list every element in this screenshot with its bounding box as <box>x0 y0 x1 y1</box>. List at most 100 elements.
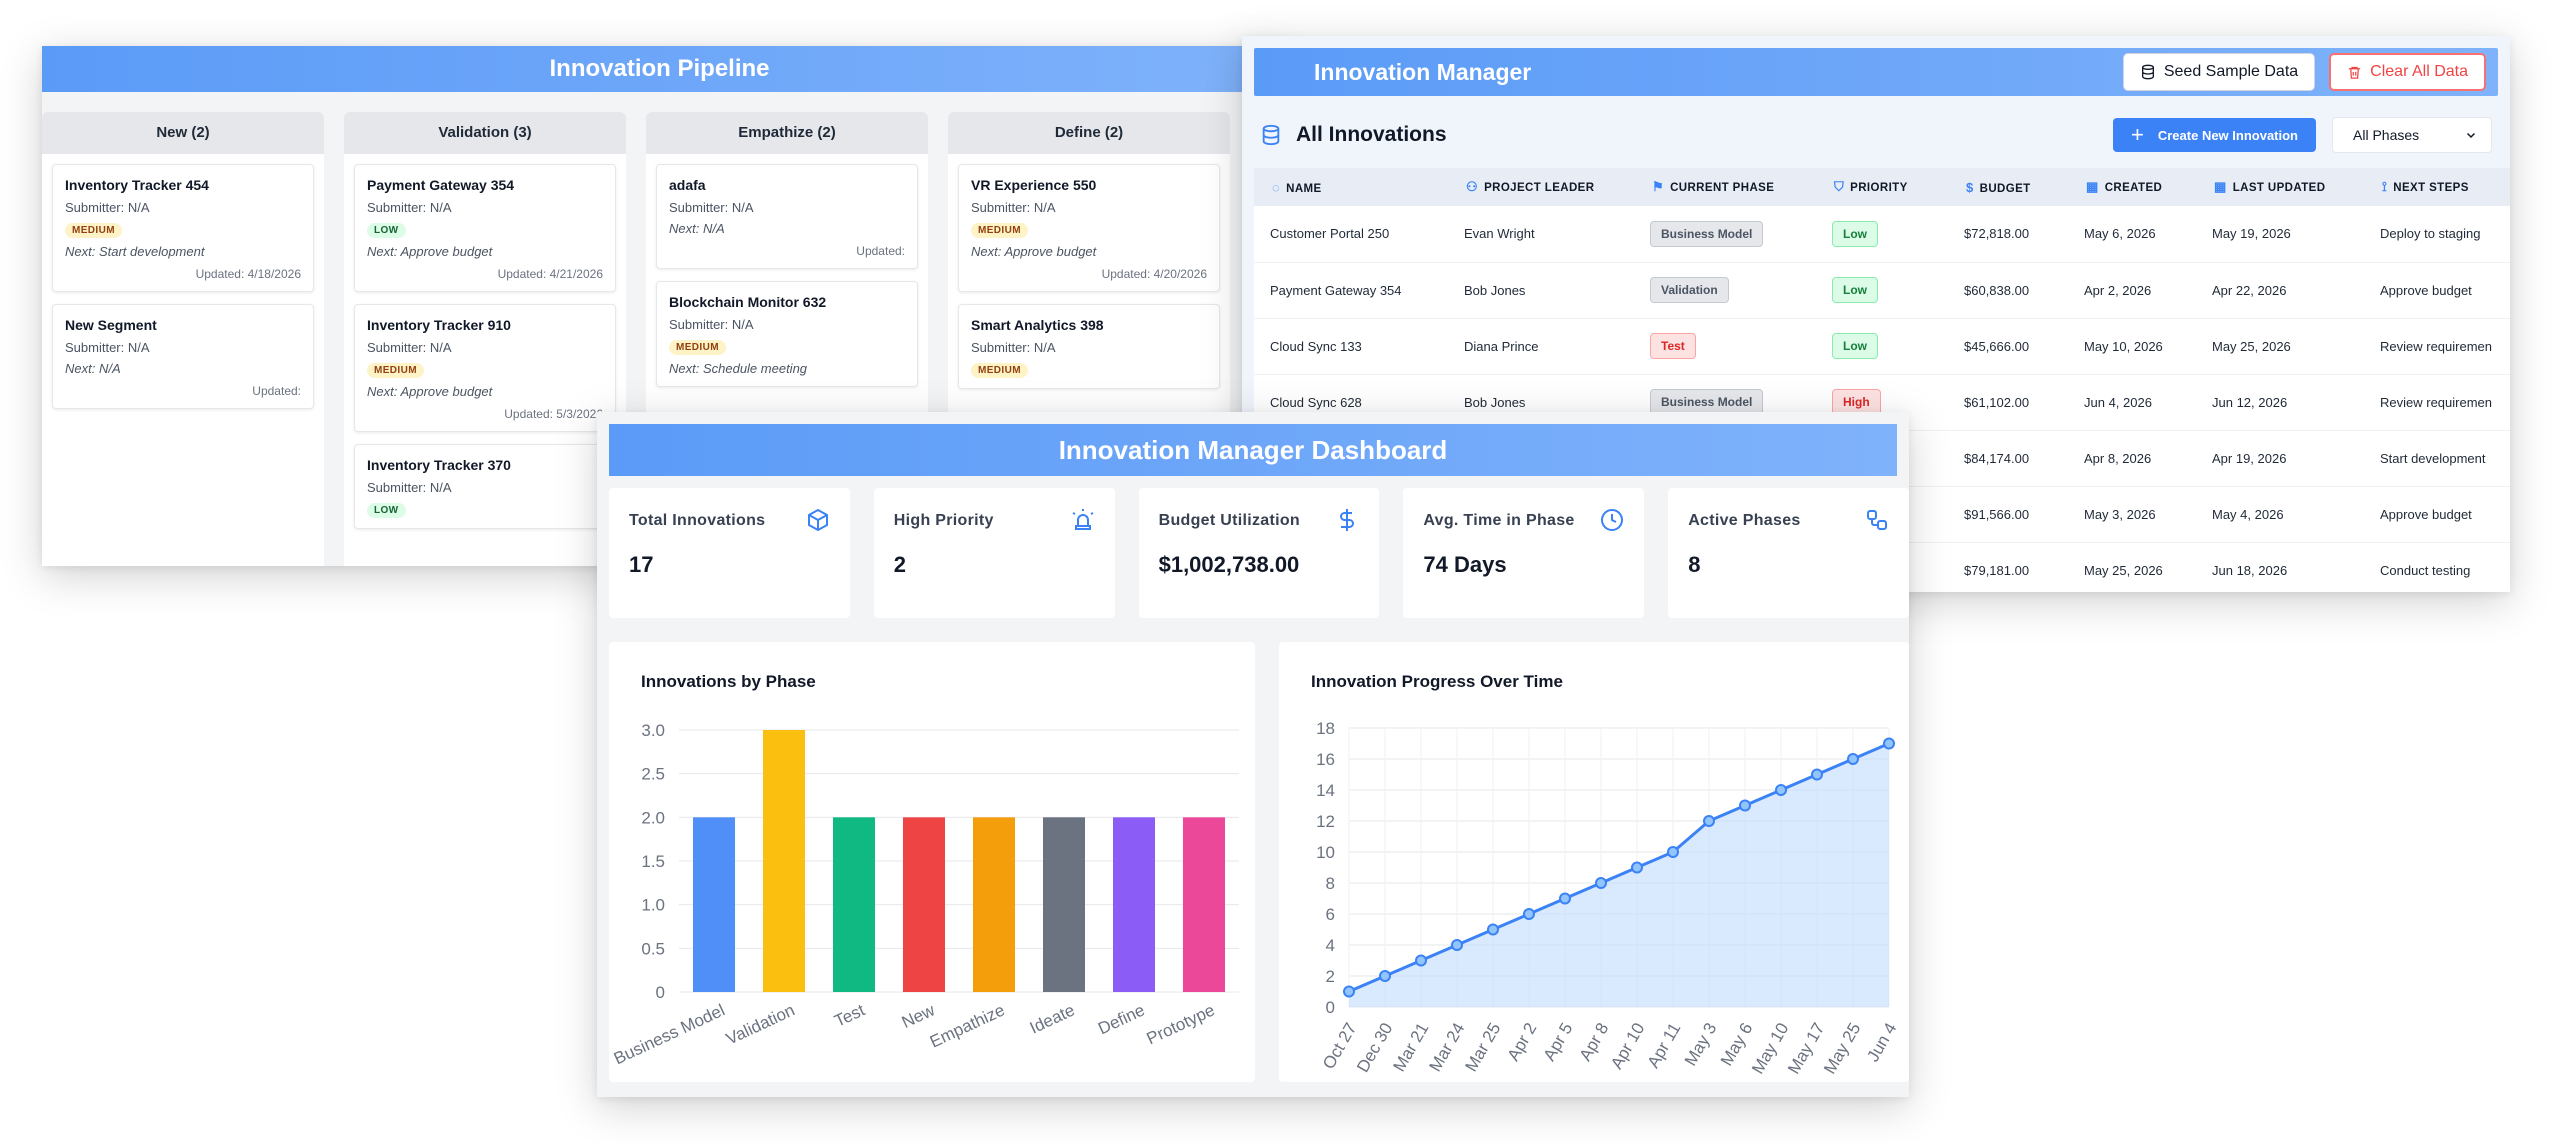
cell-next-steps: Start development <box>2364 430 2510 487</box>
cell-leader: Diana Prince <box>1448 318 1634 375</box>
clear-all-data-button[interactable]: Clear All Data <box>2329 53 2486 91</box>
cell-budget: $45,666.00 <box>1948 318 2068 375</box>
cell-created: May 6, 2026 <box>2068 206 2196 263</box>
stat-card-avg-time: Avg. Time in Phase 74 Days <box>1403 488 1645 618</box>
card-next-step: Next: N/A <box>65 361 121 376</box>
cell-next-steps: Deploy to staging <box>2364 206 2510 263</box>
bar-business-model <box>693 817 735 992</box>
y-tick-label: 2.5 <box>641 765 665 784</box>
bar-new <box>903 817 945 992</box>
col-header[interactable]: CURRENT PHASE <box>1670 182 1775 194</box>
cell-next-steps: Review requiremen <box>2364 374 2510 431</box>
progress-line-chart-card: Innovation Progress Over Time 0 2 4 6 8 10 12 1… <box>1279 642 1909 1082</box>
stat-label: High Priority <box>893 512 994 529</box>
col-header[interactable]: PRIORITY <box>1850 182 1908 194</box>
priority-badge: MEDIUM <box>65 223 122 238</box>
x-tick-label: Mar 25 <box>1462 1020 1505 1075</box>
chart-title: Innovations by Phase <box>641 672 816 691</box>
cell-leader: Bob Jones <box>1448 262 1634 319</box>
table-row[interactable]: Customer Portal 250 Evan Wright Business… <box>1254 206 2510 263</box>
card-title: Payment Gateway 354 <box>367 177 515 193</box>
create-innovation-button[interactable]: + Create New Innovation <box>2113 118 2316 152</box>
seed-sample-data-button[interactable]: Seed Sample Data <box>2122 53 2316 91</box>
col-header[interactable]: CREATED <box>2104 182 2163 194</box>
trash-icon <box>2349 66 2361 79</box>
card-submitter: Submitter: N/A <box>367 340 452 355</box>
data-point <box>1343 985 1355 998</box>
progress-line <box>1348 742 1890 993</box>
kanban-card[interactable]: Blockchain Monitor 632 Submitter: N/A ME… <box>656 281 918 387</box>
table-header-row: ◌ NAME ⚇ PROJECT LEADER ⚑ CURRENT PHASE ⛉ PR… <box>1254 168 2510 206</box>
col-header[interactable]: LAST UPDATED <box>2232 182 2326 194</box>
stat-value: 2 <box>893 552 907 577</box>
cell-name: Payment Gateway 354 <box>1254 262 1448 319</box>
phase-filter-select[interactable]: All Phases <box>2332 117 2492 153</box>
y-tick-label: 0 <box>1326 998 1335 1017</box>
stat-card-total: Total Innovations 17 <box>609 488 850 618</box>
col-header[interactable]: BUDGET <box>1979 182 2031 195</box>
dollar-icon: $ <box>1966 179 1974 195</box>
database-icon <box>1262 124 1280 146</box>
stat-value: 74 Days <box>1423 552 1507 577</box>
pipeline-title: Innovation Pipeline <box>549 55 770 82</box>
col-header[interactable]: NEXT STEPS <box>2393 182 2469 194</box>
phase-bar-chart-card: Innovations by Phase 0 0.5 1.0 1.5 2.0 2.5 3.0… <box>609 642 1255 1082</box>
clear-label: Clear All Data <box>2370 63 2468 80</box>
card-submitter: Submitter: N/A <box>65 340 150 355</box>
x-tick-label: Apr 10 <box>1607 1020 1649 1073</box>
y-tick-label: 10 <box>1316 843 1335 862</box>
kanban-card[interactable]: adafa Submitter: N/A Next: N/A Updated: <box>656 164 918 269</box>
x-tick-label: May 3 <box>1681 1020 1721 1070</box>
kanban-card[interactable]: Payment Gateway 354 Submitter: N/A LOW N… <box>354 164 616 292</box>
y-tick-label: 14 <box>1316 781 1335 800</box>
stat-value: $1,002,738.00 <box>1158 552 1300 577</box>
kanban-card[interactable]: Inventory Tracker 370 Submitter: N/A LOW <box>354 444 616 529</box>
chart-title: Innovation Progress Over Time <box>1311 672 1563 691</box>
card-title: Smart Analytics 398 <box>971 317 1104 333</box>
priority-badge: MEDIUM <box>367 363 424 378</box>
phase-badge: Business Model <box>1650 389 1764 415</box>
plus-icon: + <box>2131 122 2144 147</box>
data-point <box>1595 877 1607 889</box>
card-next-step: Next: Approve budget <box>367 244 493 259</box>
kanban-card[interactable]: New Segment Submitter: N/A Next: N/A Upd… <box>52 304 314 409</box>
y-tick-label: 1.0 <box>641 896 665 915</box>
cell-updated: May 4, 2026 <box>2196 486 2364 543</box>
x-tick-label: May 6 <box>1717 1020 1757 1070</box>
stat-card-high-priority: High Priority 2 <box>873 488 1115 618</box>
x-tick-label: Test <box>831 1000 868 1031</box>
card-submitter: Submitter: N/A <box>367 480 452 495</box>
card-submitter: Submitter: N/A <box>971 200 1056 215</box>
priority-badge: LOW <box>367 223 406 238</box>
priority-badge: MEDIUM <box>971 223 1028 238</box>
cell-created: May 25, 2026 <box>2068 542 2196 592</box>
manager-header: Innovation Manager Seed Sample Data Clea… <box>1254 48 2498 96</box>
cell-budget: $91,566.00 <box>1948 486 2068 543</box>
seed-label: Seed Sample Data <box>2163 63 2299 80</box>
dashboard-window: Innovation Manager Dashboard Total Innov… <box>597 412 1909 1097</box>
cell-updated: Jun 18, 2026 <box>2196 542 2364 592</box>
kanban-card[interactable]: Inventory Tracker 910 Submitter: N/A MED… <box>354 304 616 432</box>
x-tick-label: Apr 11 <box>1644 1020 1685 1072</box>
kanban-card[interactable]: VR Experience 550 Submitter: N/A MEDIUM … <box>958 164 1220 292</box>
col-header[interactable]: PROJECT LEADER <box>1484 182 1595 194</box>
x-tick-label: Apr 5 <box>1540 1020 1577 1065</box>
col-header[interactable]: NAME <box>1286 182 1322 195</box>
dashboard-title: Innovation Manager Dashboard <box>1058 434 1448 465</box>
bar-empathize <box>973 817 1015 992</box>
table-row[interactable]: Payment Gateway 354 Bob Jones Validation… <box>1254 262 2510 319</box>
x-tick-label: Empathize <box>927 1000 1008 1051</box>
kanban-card[interactable]: Smart Analytics 398 Submitter: N/A MEDIU… <box>958 304 1220 389</box>
manager-title: Innovation Manager <box>1314 58 1532 85</box>
calendar-icon: ▦ <box>2086 179 2099 194</box>
data-point <box>1451 939 1463 951</box>
data-point <box>1523 908 1535 920</box>
stat-card-budget: Budget Utilization $1,002,738.00 <box>1138 488 1380 618</box>
x-tick-label: New <box>899 1000 939 1032</box>
list-title: All Innovations <box>1296 123 1447 146</box>
table-row[interactable]: Cloud Sync 133 Diana Prince Test Low $45… <box>1254 318 2510 375</box>
siren-icon <box>1072 509 1094 530</box>
kanban-card[interactable]: Inventory Tracker 454 Submitter: N/A MED… <box>52 164 314 292</box>
priority-badge: MEDIUM <box>669 340 726 355</box>
y-tick-label: 2 <box>1326 967 1335 986</box>
